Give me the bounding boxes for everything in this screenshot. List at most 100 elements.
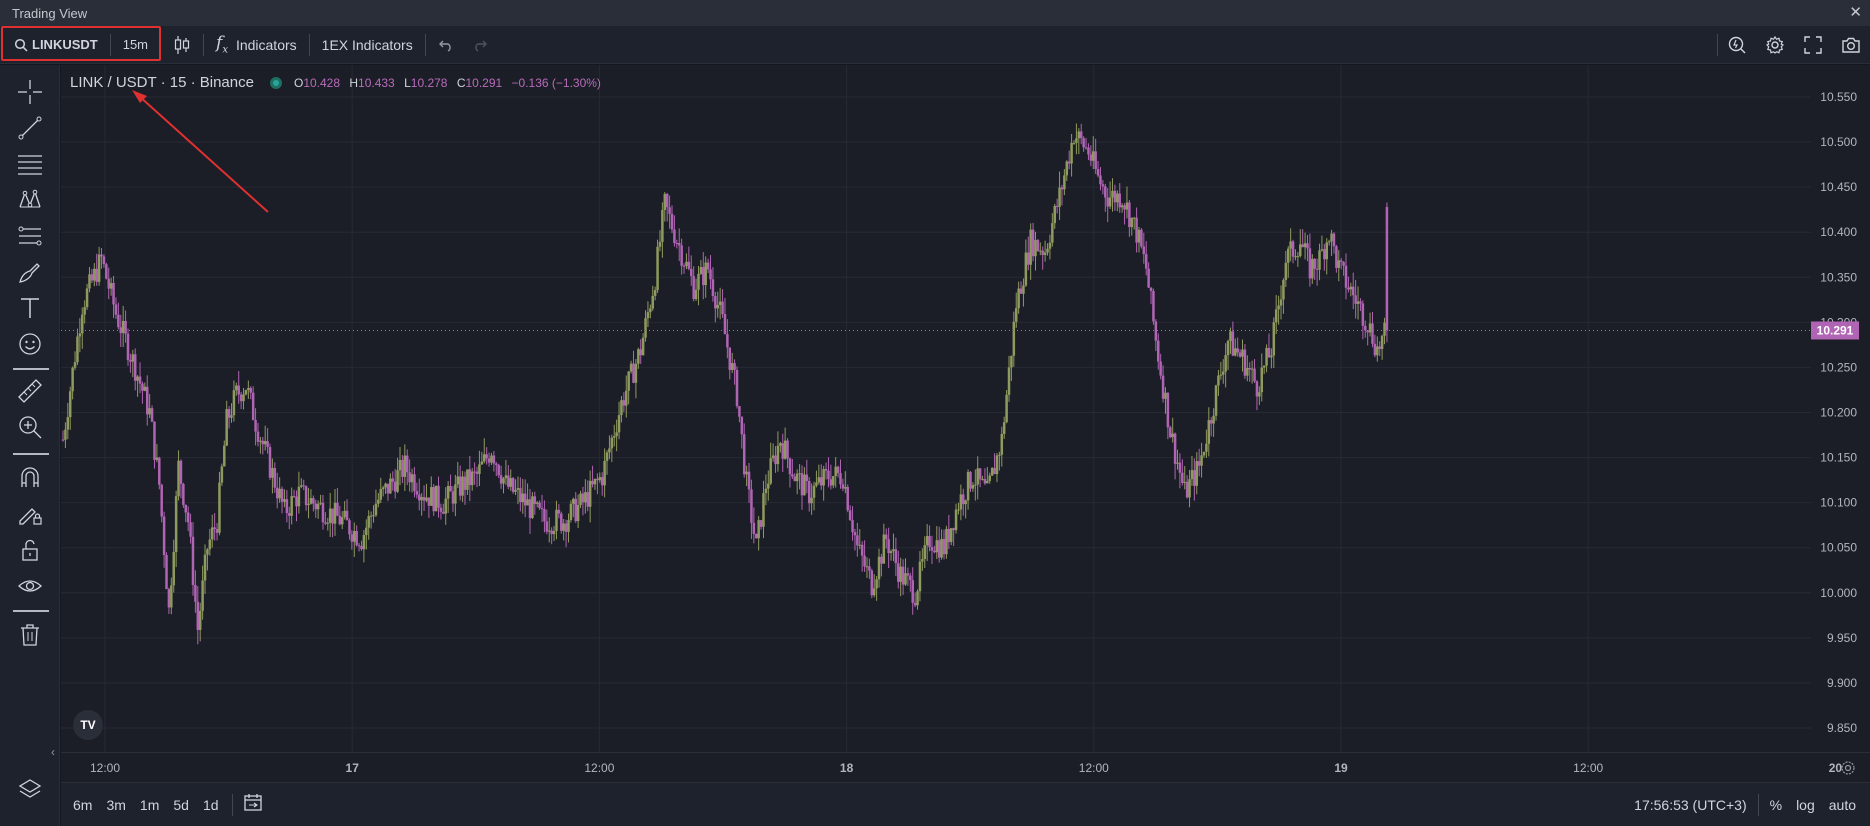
candle-body	[165, 554, 168, 590]
price-tick-label: 10.250	[1820, 360, 1857, 374]
crosshair-tool[interactable]	[15, 77, 45, 107]
trend-line-tool[interactable]	[15, 113, 45, 143]
candle-body	[1104, 186, 1107, 198]
candle-body	[278, 488, 281, 499]
chart-type-button[interactable]	[161, 26, 203, 64]
candle-body	[97, 254, 101, 282]
candle-body	[76, 336, 79, 363]
fib-tool[interactable]	[15, 221, 45, 251]
lock-drawings-tool[interactable]	[15, 499, 45, 529]
percent-toggle[interactable]: %	[1769, 796, 1783, 813]
candle-body	[1053, 205, 1056, 224]
object-tree-button[interactable]	[15, 775, 45, 805]
candle-body	[728, 347, 732, 370]
candle-body	[495, 463, 498, 465]
chart-pane[interactable]: TV ‹	[51, 65, 1811, 781]
emoji-tool[interactable]	[15, 329, 45, 359]
range-5d[interactable]: 5d	[173, 796, 189, 813]
collapse-toolbar-button[interactable]: ‹	[51, 745, 55, 759]
candle-body	[105, 264, 108, 279]
candle-body	[998, 454, 1001, 456]
range-1d[interactable]: 1d	[202, 796, 219, 813]
brush-tool[interactable]	[15, 257, 45, 287]
candle-body	[1161, 375, 1165, 399]
text-tool[interactable]	[15, 293, 45, 323]
candle-body	[483, 454, 486, 462]
candle-body	[870, 570, 874, 596]
price-axis[interactable]: 10.55010.50010.45010.40010.35010.30010.2…	[1811, 65, 1870, 781]
fullscreen-button[interactable]	[1794, 26, 1832, 64]
symbol-search-button[interactable]: LINKUSDT	[0, 26, 110, 64]
candle-body	[531, 496, 534, 519]
candle-body	[706, 262, 710, 270]
quick-search-button[interactable]	[1718, 26, 1756, 64]
hide-drawings-tool[interactable]	[15, 571, 45, 601]
interval-button[interactable]: 15m	[111, 26, 160, 64]
candle-body	[981, 479, 984, 481]
candle-body	[733, 363, 736, 370]
candle-body	[117, 314, 120, 328]
candle-body	[868, 566, 871, 571]
settings-button[interactable]	[1756, 26, 1794, 64]
log-toggle[interactable]: log	[1796, 796, 1815, 813]
axis-settings-button[interactable]	[1840, 760, 1856, 781]
ruler-tool[interactable]	[15, 376, 45, 406]
candle-body	[783, 440, 787, 459]
lock-tool[interactable]	[15, 535, 45, 565]
clock[interactable]: 17:56:53 (UTC+3)	[1634, 796, 1747, 813]
candle-body	[1128, 202, 1131, 228]
pattern-tool[interactable]	[15, 185, 45, 215]
remove-drawings-tool[interactable]	[15, 620, 45, 650]
candle-body	[533, 496, 537, 504]
candle-body	[1014, 308, 1018, 322]
symbol-title[interactable]: LINK / USDT · 15 · Binance	[70, 74, 254, 91]
time-axis[interactable]: 12:001712:001812:001912:002012:002112:00…	[61, 752, 1870, 782]
candle-body	[90, 274, 94, 281]
candle-body	[839, 473, 842, 485]
candle-body	[300, 485, 303, 487]
chart-legend: LINK / USDT · 15 · Binance O10.428 H10.4…	[70, 74, 601, 91]
candle-body	[735, 369, 739, 407]
zoom-tool[interactable]	[15, 412, 45, 442]
magnet-tool[interactable]	[15, 463, 45, 493]
candle-body	[290, 496, 293, 516]
screenshot-button[interactable]	[1832, 26, 1870, 64]
candle-body	[350, 534, 354, 542]
candle-body	[1327, 241, 1331, 243]
indicators-button[interactable]: fx Indicators	[204, 26, 309, 64]
candlestick-chart[interactable]	[61, 65, 1811, 752]
range-3m[interactable]: 3m	[106, 796, 126, 813]
candle-body	[740, 416, 744, 435]
tradingview-logo[interactable]: TV	[73, 710, 103, 740]
candle-body	[71, 367, 74, 392]
close-icon[interactable]: ✕	[1849, 4, 1862, 21]
candle-body	[1274, 309, 1278, 323]
candle-body	[1072, 142, 1076, 144]
range-6m[interactable]: 6m	[73, 796, 93, 813]
ex-indicators-button[interactable]: 1EX Indicators	[310, 26, 425, 64]
candle-body	[1024, 252, 1028, 286]
candle-body	[1106, 197, 1109, 207]
undo-button[interactable]	[426, 26, 466, 64]
auto-toggle[interactable]: auto	[1828, 796, 1856, 813]
candle-body	[1063, 175, 1066, 190]
price-tick-label: 10.000	[1820, 586, 1857, 600]
candle-body	[928, 535, 931, 548]
candle-body	[1181, 472, 1184, 483]
candle-body	[1152, 290, 1155, 322]
candle-body	[1065, 161, 1069, 176]
redo-button[interactable]	[466, 26, 500, 64]
range-1m[interactable]: 1m	[139, 796, 160, 813]
candle-body	[1113, 190, 1117, 203]
candle-body	[249, 387, 253, 393]
candle-body	[170, 585, 173, 608]
candle-body	[230, 415, 233, 418]
candle-body	[355, 531, 358, 546]
candle-body	[986, 480, 989, 484]
toolbar-divider	[424, 33, 426, 56]
candle-body	[1043, 252, 1047, 255]
candle-body	[600, 477, 604, 486]
horizontal-lines-tool[interactable]	[15, 149, 45, 179]
goto-date-button[interactable]	[243, 792, 263, 817]
candle-body	[863, 555, 866, 567]
